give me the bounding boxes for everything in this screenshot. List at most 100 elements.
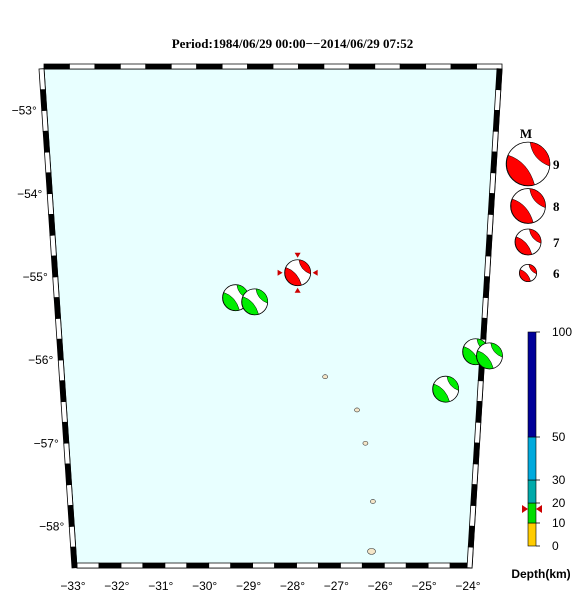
frame-segment (186, 562, 210, 569)
frame-segment (374, 63, 401, 70)
magnitude-legend-title: M (520, 126, 532, 141)
legend-ball-8 (510, 188, 546, 224)
lon-tick-label: −30° (192, 579, 217, 593)
frame-segment (53, 296, 61, 319)
compression-lobe (241, 296, 259, 315)
depth-marker-right (536, 505, 542, 513)
frame-segment (170, 63, 198, 70)
island-4 (370, 499, 376, 504)
frame-segment (495, 68, 503, 91)
frame-segment (361, 562, 385, 569)
latitude-labels: −53° −54° −55° −56° −57° −58° (12, 104, 65, 534)
lon-tick-label: −32° (104, 579, 129, 593)
frame-segment (208, 562, 232, 569)
frame-segment (317, 562, 341, 569)
lon-tick-label: −26° (368, 579, 393, 593)
frame-segment (466, 546, 474, 569)
frame-segment (221, 63, 248, 70)
depth-tick-label: 50 (552, 430, 566, 444)
frame-segment (69, 63, 96, 70)
frame-bottom (76, 562, 473, 569)
legend-label-6: 6 (553, 266, 560, 281)
legend-label-7: 7 (553, 235, 560, 250)
frame-segment (348, 63, 376, 70)
island-1 (322, 374, 328, 380)
frame-segment (57, 359, 66, 382)
frame-segment (98, 562, 122, 569)
longitude-labels: −33° −32° −31° −30° −29° −28° −27° −26° −25° −24° (60, 579, 480, 593)
frame-segment (476, 380, 484, 403)
frame-segment (450, 63, 477, 70)
frame-segment (120, 562, 144, 569)
depth-marker-left (522, 505, 528, 513)
frame-segment (43, 63, 70, 70)
frame-segment (247, 63, 274, 70)
frame-segment (485, 234, 493, 257)
frame-segment (469, 504, 477, 527)
frame-segment (145, 63, 172, 70)
magnitude-legend: M 9 8 7 6 (505, 126, 560, 283)
frame-segment (383, 562, 407, 569)
depth-band (527, 331, 537, 438)
compression-lobe (529, 188, 546, 209)
lat-tick-label: −56° (28, 353, 53, 367)
legend-label-9: 9 (553, 157, 560, 172)
frame-segment (491, 130, 499, 153)
frame-segment (61, 421, 70, 444)
frame-left (38, 68, 78, 569)
frame-segment (494, 89, 502, 112)
marker-bottom (294, 287, 301, 293)
compression-lobe (284, 267, 302, 286)
lat-tick-label: −57° (34, 436, 59, 450)
frame-segment (323, 63, 350, 70)
frame-segment (399, 63, 427, 70)
frame-segment (484, 255, 492, 278)
depth-band (527, 502, 537, 524)
compression-lobe (529, 228, 542, 244)
focal-mechanism (432, 375, 460, 403)
frame-segment (60, 400, 68, 423)
compression-lobe (515, 236, 533, 256)
frame-segment (476, 63, 503, 70)
frame-segment (142, 562, 166, 569)
depth-tick-label: 100 (552, 325, 572, 339)
frame-segment (427, 562, 451, 569)
ocean-area (43, 68, 503, 569)
frame-segment (339, 562, 363, 569)
legend-label-8: 8 (553, 199, 560, 214)
earthquake-events (222, 252, 503, 403)
compression-lobe (529, 141, 551, 167)
marker-top (294, 252, 301, 258)
frame-segment (252, 562, 275, 569)
frame-segment (70, 546, 78, 569)
frame-segment (272, 63, 299, 70)
frame-segment (38, 68, 46, 91)
frame-segment (55, 317, 63, 340)
frame-segment (196, 63, 223, 70)
frame-segment (467, 525, 475, 548)
frame-segment (475, 400, 483, 423)
frame-segment (42, 130, 50, 153)
frame-segment (48, 213, 56, 236)
depth-tick-label: 30 (552, 473, 566, 487)
lat-tick-label: −54° (17, 187, 42, 201)
frame-segment (481, 296, 489, 319)
frame-segment (50, 255, 59, 278)
focal-mechanism (241, 288, 269, 316)
frame-segment (46, 192, 55, 215)
lon-tick-label: −31° (148, 579, 173, 593)
page-title: Period:1984/06/29 00:00−−2014/06/29 07:5… (171, 36, 414, 51)
frame-segment (67, 504, 75, 527)
depth-tick-label: 0 (552, 539, 559, 553)
frame-segment (274, 562, 297, 569)
frame-segment (45, 172, 53, 195)
frame-segment (487, 193, 495, 215)
frame-segment (66, 484, 74, 507)
frame-segment (298, 63, 325, 70)
depth-tick-label: 10 (552, 516, 566, 530)
lat-tick-label: −58° (39, 519, 64, 533)
frame-segment (52, 276, 60, 299)
island-5 (367, 548, 376, 555)
island-2 (354, 407, 360, 413)
